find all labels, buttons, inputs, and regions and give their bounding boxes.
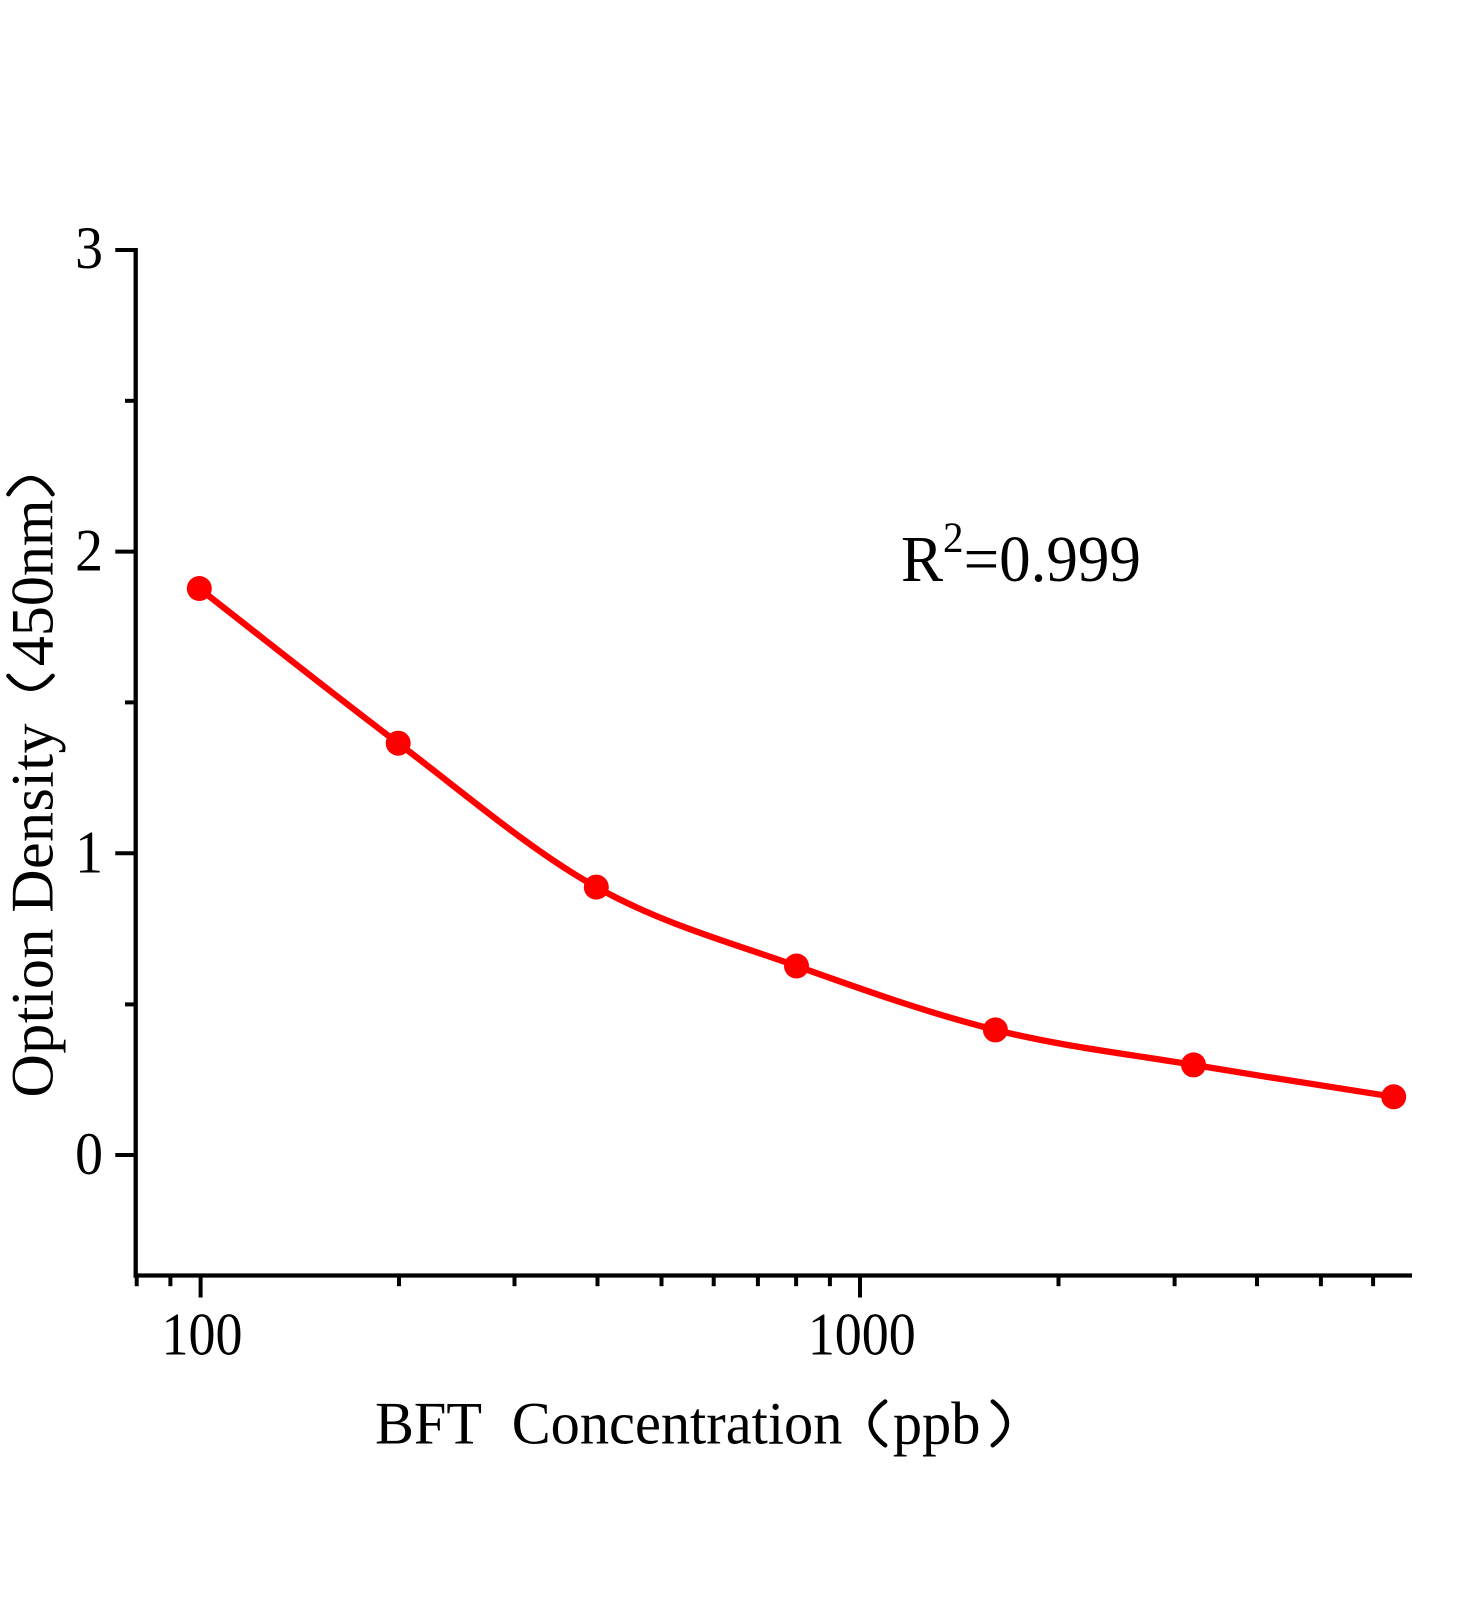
svg-text:3: 3 (75, 214, 103, 281)
svg-text:2: 2 (75, 517, 103, 584)
svg-text:R2=0.999: R2=0.999 (901, 515, 1141, 595)
svg-text:0: 0 (75, 1120, 103, 1187)
svg-text:1000: 1000 (808, 1302, 916, 1368)
svg-text:1: 1 (75, 819, 103, 886)
svg-text:Option Density450nm: Option Density450nm (0, 499, 66, 1097)
svg-text:100: 100 (162, 1302, 243, 1368)
